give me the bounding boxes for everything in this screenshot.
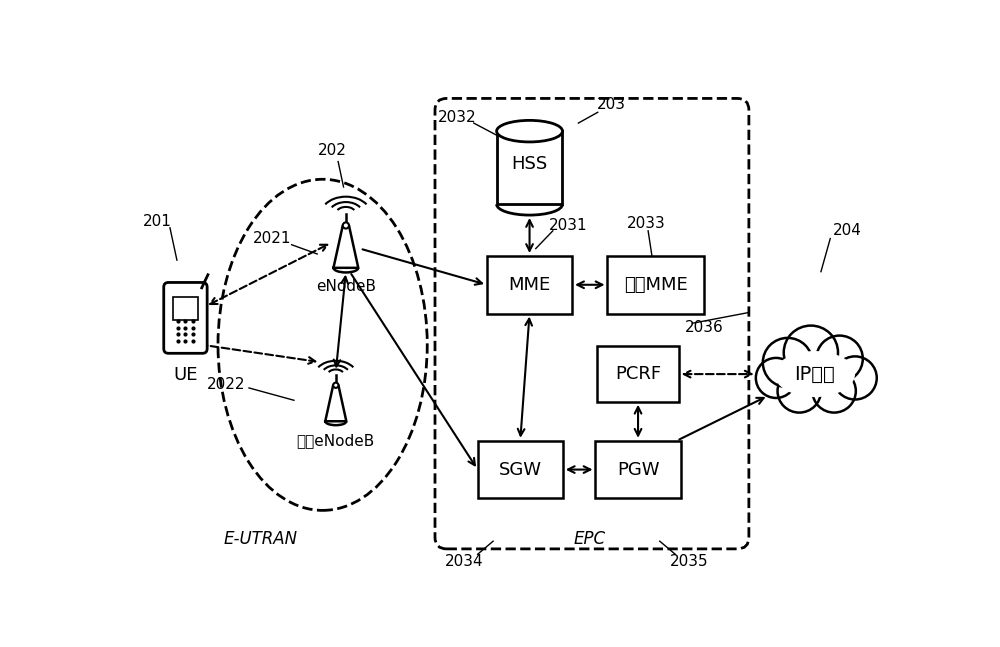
Text: 2031: 2031 — [549, 218, 588, 233]
Text: SGW: SGW — [499, 461, 542, 479]
Text: 其它MME: 其它MME — [624, 276, 688, 294]
Ellipse shape — [497, 120, 562, 142]
Circle shape — [763, 338, 812, 387]
FancyBboxPatch shape — [607, 256, 704, 314]
Circle shape — [833, 356, 877, 399]
FancyBboxPatch shape — [497, 131, 562, 204]
Ellipse shape — [333, 382, 338, 388]
Text: 204: 204 — [833, 223, 862, 238]
Text: 201: 201 — [143, 214, 172, 229]
Text: 2021: 2021 — [253, 231, 292, 246]
Ellipse shape — [343, 223, 349, 228]
FancyBboxPatch shape — [487, 256, 572, 314]
Text: EPC: EPC — [574, 530, 606, 548]
Text: 2022: 2022 — [207, 377, 245, 392]
FancyBboxPatch shape — [595, 441, 681, 498]
Text: 其它eNodeB: 其它eNodeB — [297, 433, 375, 448]
Text: MME: MME — [508, 276, 551, 294]
Text: 2034: 2034 — [445, 554, 484, 569]
Text: PGW: PGW — [617, 461, 659, 479]
FancyBboxPatch shape — [478, 441, 563, 498]
Text: 2036: 2036 — [685, 320, 724, 335]
FancyBboxPatch shape — [173, 297, 198, 320]
Circle shape — [784, 325, 838, 380]
Polygon shape — [325, 385, 346, 421]
Text: 2035: 2035 — [670, 554, 709, 569]
FancyBboxPatch shape — [164, 283, 207, 353]
Polygon shape — [333, 226, 358, 268]
FancyBboxPatch shape — [597, 346, 679, 402]
Circle shape — [812, 369, 856, 413]
Ellipse shape — [775, 352, 854, 397]
Text: E-UTRAN: E-UTRAN — [224, 530, 298, 548]
Text: 203: 203 — [597, 97, 626, 112]
Circle shape — [756, 358, 796, 398]
Circle shape — [778, 369, 821, 413]
Circle shape — [816, 336, 863, 382]
Text: HSS: HSS — [511, 155, 548, 173]
Text: 2033: 2033 — [626, 215, 665, 231]
Text: 2032: 2032 — [437, 110, 476, 125]
Text: PCRF: PCRF — [615, 365, 661, 383]
Text: eNodeB: eNodeB — [316, 280, 376, 294]
Text: UE: UE — [173, 366, 198, 384]
Text: IP业务: IP业务 — [794, 365, 835, 384]
Text: 202: 202 — [318, 143, 347, 159]
